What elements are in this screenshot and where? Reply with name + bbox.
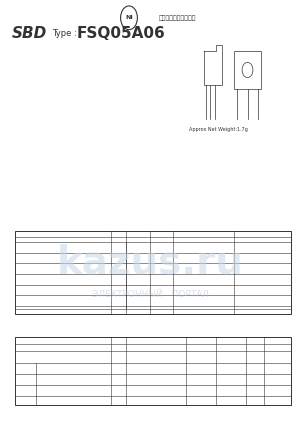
Text: 日本インター株式会社: 日本インター株式会社 [159,15,196,21]
Text: ЭЛЕКТРОННЫЙ   ПОРТАЛ: ЭЛЕКТРОННЫЙ ПОРТАЛ [92,290,208,299]
Bar [234,51,261,89]
Text: Type :: Type : [52,29,77,39]
Text: NI: NI [125,15,133,20]
Bar [15,337,291,405]
Bar [15,231,291,314]
Text: Approx Net Weight:1.7g: Approx Net Weight:1.7g [189,127,248,132]
Text: FSQ05A06: FSQ05A06 [76,26,165,42]
Text: kazus.ru: kazus.ru [57,244,243,282]
Text: SBD: SBD [12,26,47,42]
